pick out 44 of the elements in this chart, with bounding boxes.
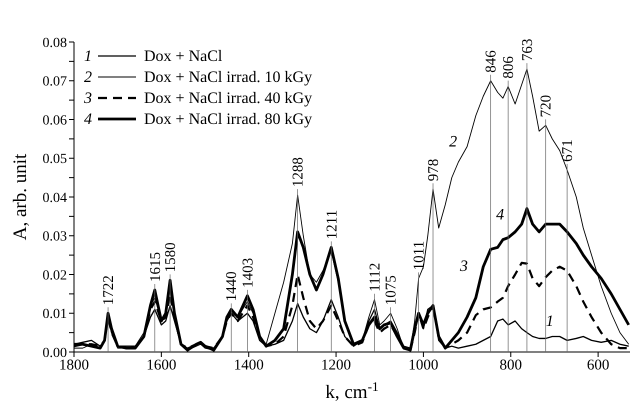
annotation: 3 — [458, 258, 468, 275]
ref-line-label: 1722 — [101, 275, 118, 306]
y-tick-label: 0.08 — [42, 36, 67, 51]
x-axis-title: k, cm$^{-1}$ — [325, 378, 379, 403]
y-tick-label: 0.03 — [42, 230, 67, 245]
ref-line-label: 806 — [501, 56, 518, 79]
legend-label: Dox + NaCl irrad. 10 kGy — [144, 69, 312, 86]
text: 2 — [84, 69, 92, 86]
x-tick-label: 800 — [500, 358, 522, 374]
annotation: 2 — [449, 133, 458, 150]
y-tick-label: 0.01 — [42, 307, 67, 322]
x-tick-label: 600 — [586, 358, 610, 374]
text: 4 — [84, 111, 92, 128]
x-tick-label: 1000 — [408, 358, 438, 374]
annotation: 4 — [496, 206, 504, 224]
y-tick-label: 0.02 — [42, 268, 67, 284]
text: 3 — [84, 90, 92, 107]
y-axis-title: A, arb. unit — [10, 153, 31, 240]
annotation: 1 — [546, 313, 554, 330]
ref-line-label: 763 — [520, 38, 536, 62]
ref-line-label: 1580 — [163, 242, 180, 272]
ref-line-label: 846 — [484, 50, 500, 73]
ref-line-label: 1112 — [367, 262, 384, 292]
x-tick-label: 1400 — [234, 358, 264, 374]
ref-line-label: 1615 — [148, 252, 164, 282]
legend-label: Dox + NaCl irrad. 80 kGy — [144, 111, 312, 128]
y-tick-label: 0.04 — [42, 190, 67, 206]
ref-line-label: 1440 — [224, 271, 240, 302]
y-tick-label: 0.06 — [42, 113, 67, 128]
x-tick-label: 1200 — [321, 358, 352, 374]
ref-line-label: 671 — [560, 139, 576, 162]
x-tick-label: 1600 — [146, 358, 176, 374]
y-tick-label: 0.05 — [42, 152, 67, 168]
ref-line-label: 720 — [538, 94, 555, 118]
ref-line-label: 978 — [426, 158, 442, 182]
legend-label: Dox + NaCl irrad. 40 kGy — [144, 90, 312, 107]
text: 1 — [84, 48, 92, 65]
ref-line-label: 1288 — [290, 157, 307, 188]
ref-line-label: 1211 — [324, 210, 340, 240]
ref-line-label: 1011 — [412, 240, 428, 270]
ref-line-label: 1403 — [240, 258, 256, 288]
legend-label: Dox + NaCl — [144, 48, 223, 65]
y-tick-label: 0.07 — [42, 74, 67, 90]
ref-line-label: 1075 — [384, 275, 400, 306]
